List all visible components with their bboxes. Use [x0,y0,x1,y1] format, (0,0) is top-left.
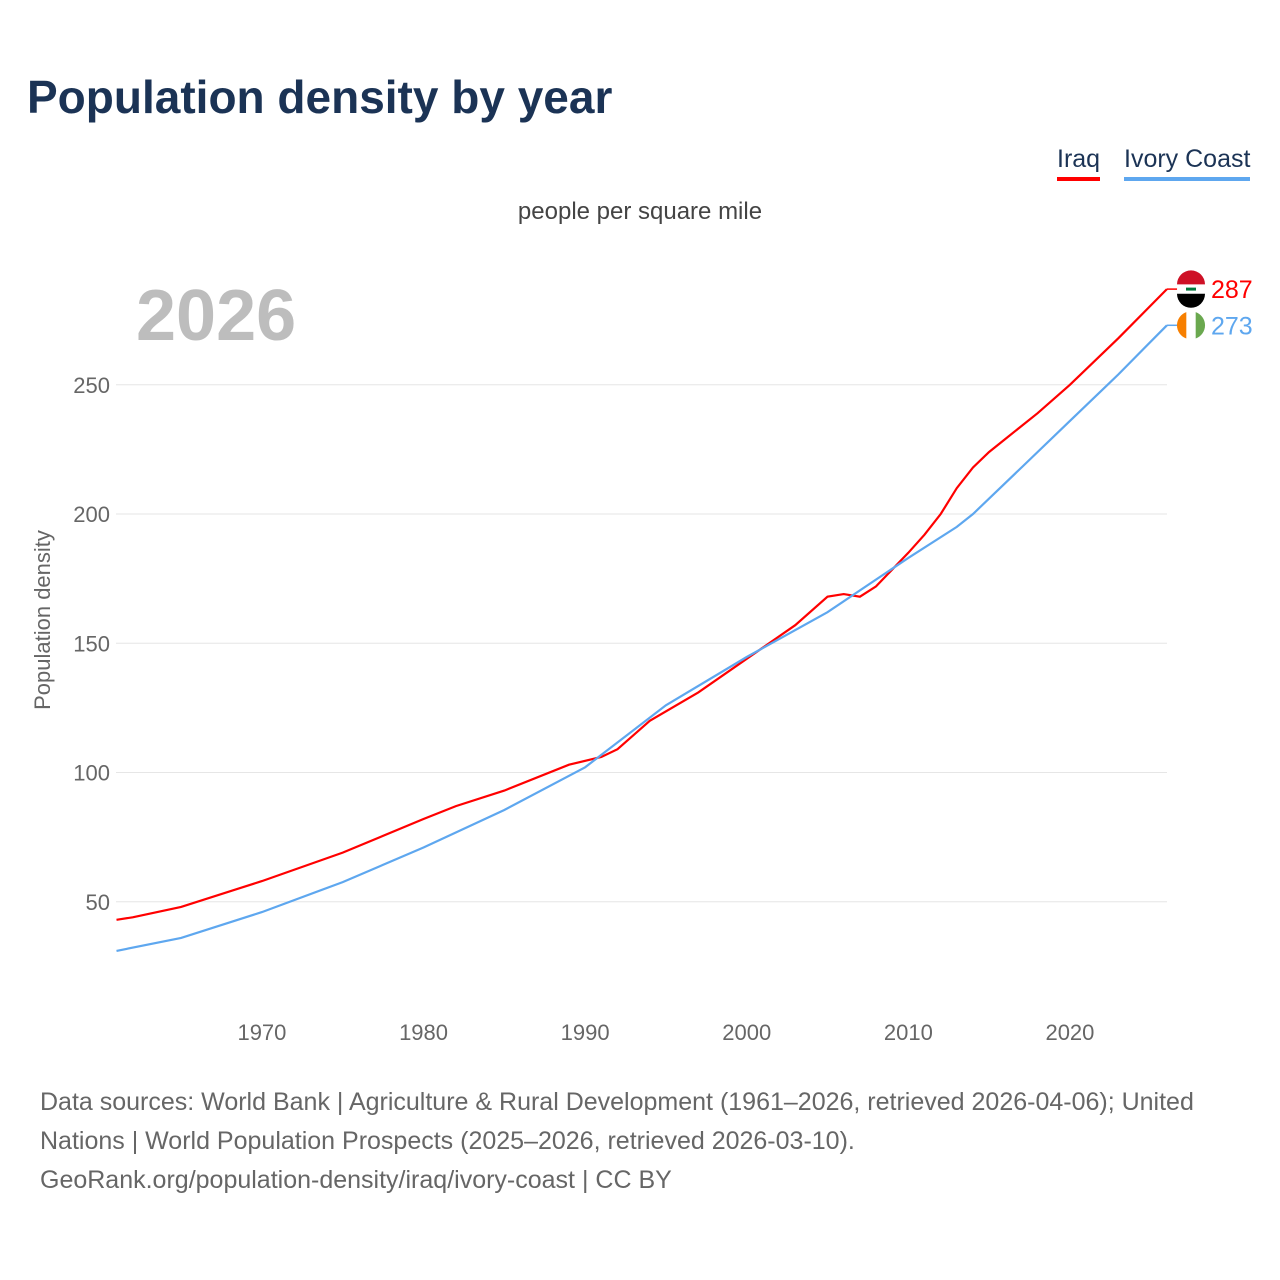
current-year-label: 2026 [136,276,297,356]
y-tick-label: 50 [86,890,110,915]
y-tick-label: 250 [73,373,110,398]
footer-link[interactable]: GeoRank.org/population-density/iraq/ivor… [40,1166,672,1194]
legend-iraq[interactable]: Iraq [1057,145,1101,181]
x-tick-label: 1970 [237,1020,286,1045]
series-line-ivory-coast [116,324,1168,952]
iraq-flag-black [1177,293,1205,308]
iraq-flag-script [1186,287,1196,291]
footer: Data sources: World Bank | Agriculture &… [40,1083,1250,1200]
legend-ivory-coast[interactable]: Ivory Coast [1124,145,1251,181]
x-tick-label: 2010 [884,1020,933,1045]
x-tick-label: 2020 [1045,1020,1094,1045]
x-tick-label: 1980 [399,1020,448,1045]
y-tick-label: 200 [73,502,110,527]
x-tick-label: 1990 [561,1020,610,1045]
x-tick-label: 2000 [722,1020,771,1045]
y-axis-label: Population density [30,530,55,710]
end-value-label: 273 [1211,312,1253,340]
footer-sources: Data sources: World Bank | Agriculture &… [40,1088,1194,1155]
y-tick-label: 150 [73,631,110,656]
iraq-flag-red [1177,270,1205,285]
ivory-coast-flag-green [1195,312,1206,339]
series-line-iraq [116,288,1168,921]
ivory-coast-flag-orange [1176,312,1187,339]
y-tick-label: 100 [73,761,110,786]
chart-subtitle: people per square mile [517,198,763,225]
chart-title: Population density by year [27,71,613,123]
end-value-label: 287 [1211,276,1253,304]
